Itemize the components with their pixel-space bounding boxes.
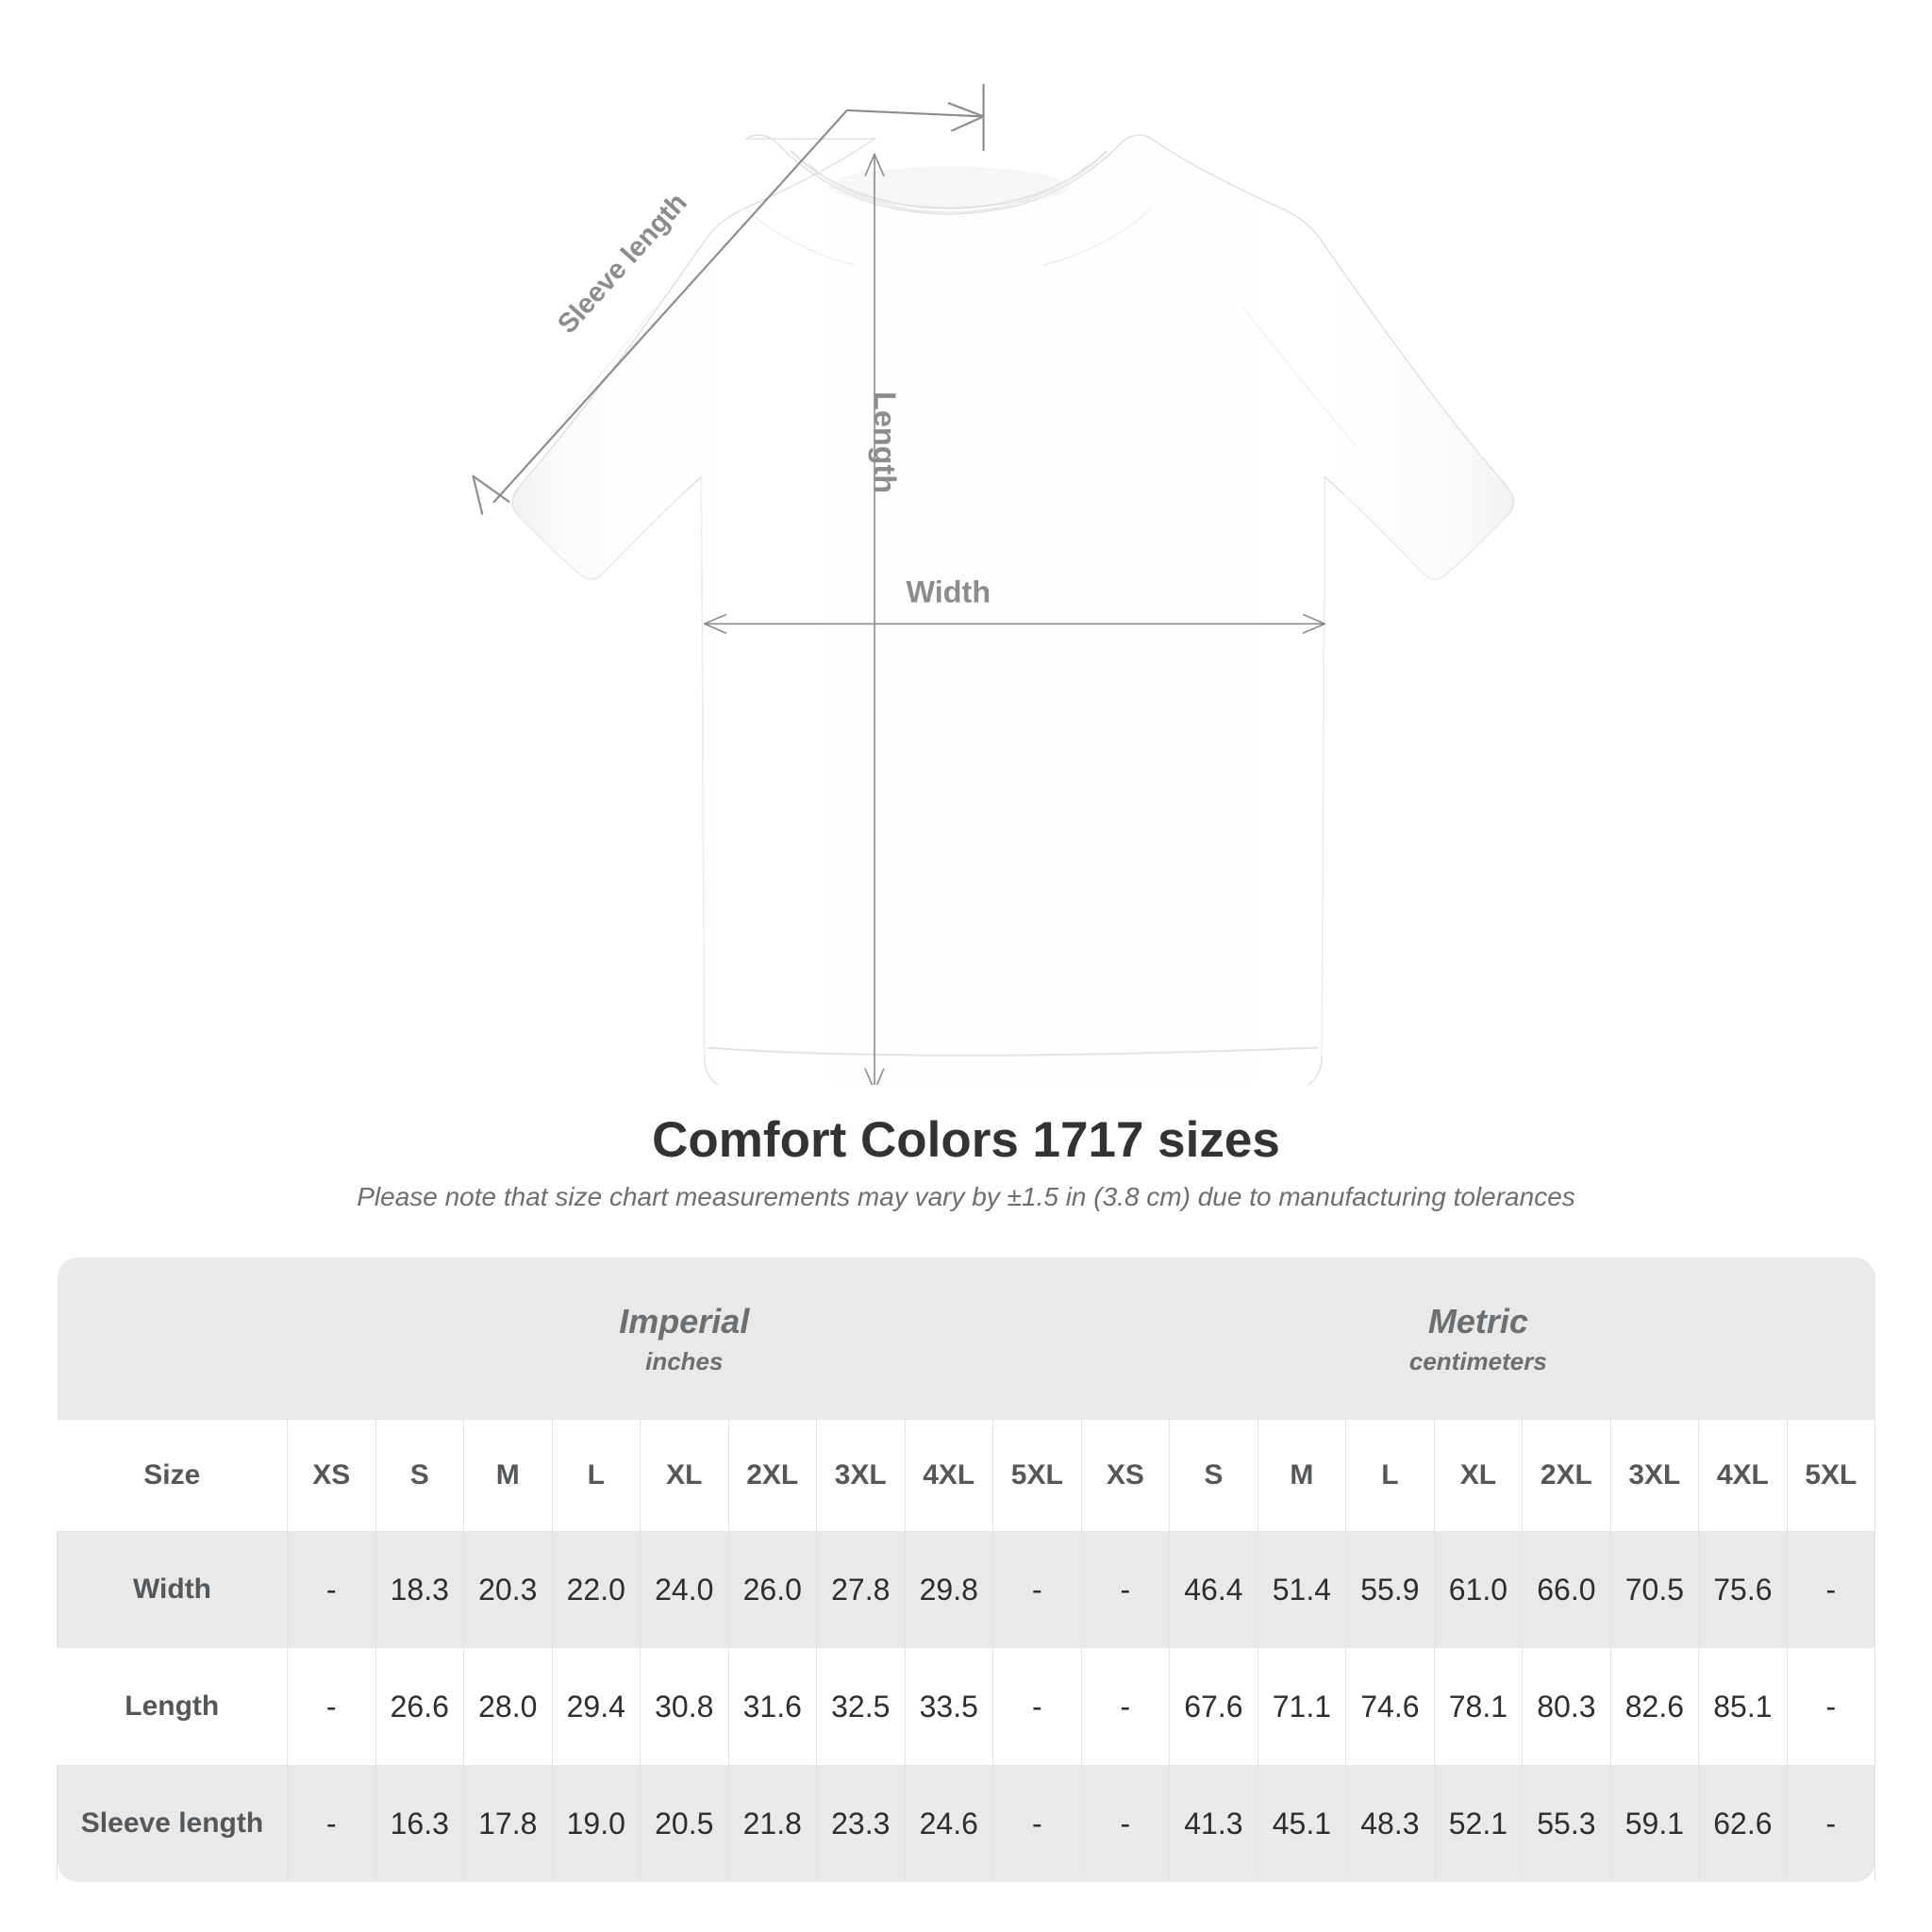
svg-text:Width: Width [906,575,991,609]
svg-text:Sleeve length: Sleeve length [552,188,693,340]
svg-text:Length: Length [868,391,902,493]
